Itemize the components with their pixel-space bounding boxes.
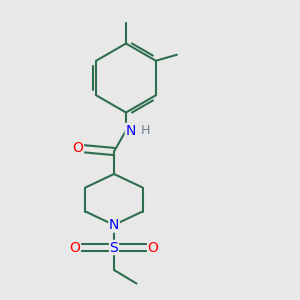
Text: O: O bbox=[70, 241, 80, 254]
Text: N: N bbox=[125, 124, 136, 137]
Text: N: N bbox=[109, 218, 119, 232]
Text: H: H bbox=[141, 124, 150, 137]
Text: O: O bbox=[73, 142, 83, 155]
Text: S: S bbox=[110, 241, 118, 254]
Text: O: O bbox=[148, 241, 158, 254]
